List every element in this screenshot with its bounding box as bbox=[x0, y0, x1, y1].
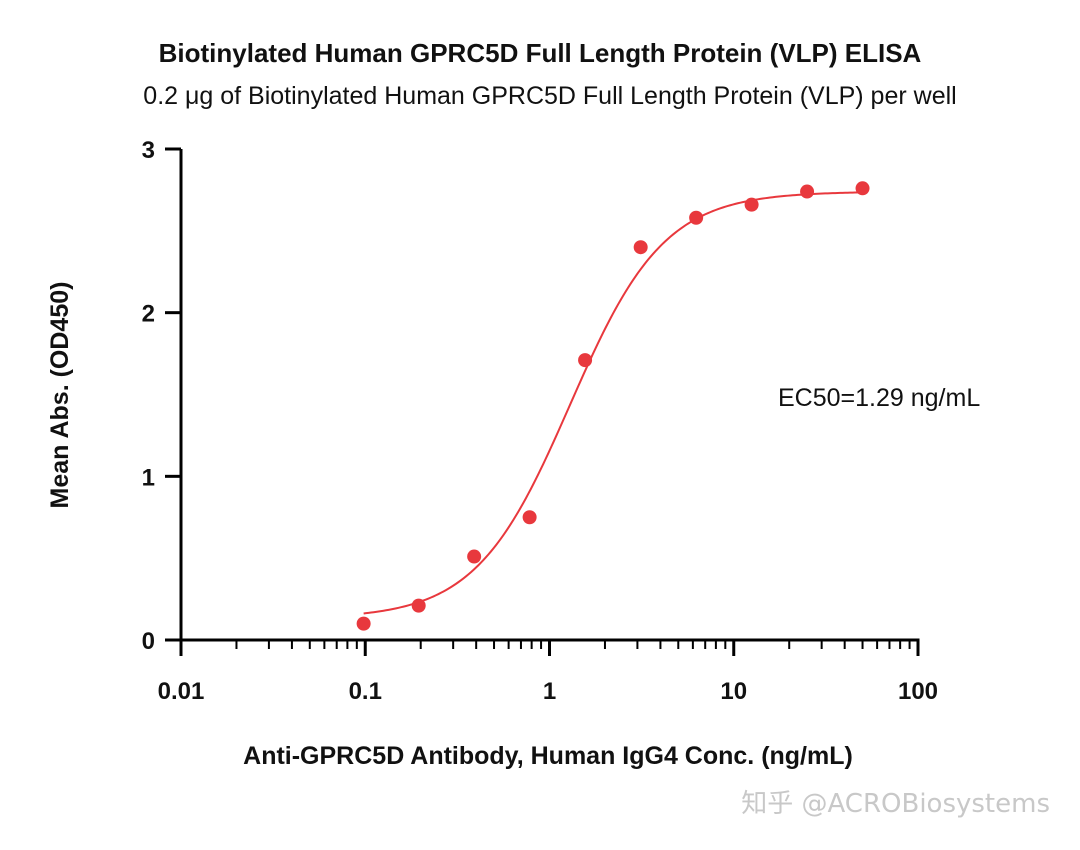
chart-title: Biotinylated Human GPRC5D Full Length Pr… bbox=[158, 38, 922, 68]
ec50-annotation: EC50=1.29 ng/mL bbox=[778, 384, 980, 412]
data-point bbox=[467, 549, 482, 564]
x-tick-label: 1 bbox=[543, 678, 556, 705]
data-point bbox=[522, 510, 537, 525]
watermark: 知乎 @ACROBiosystems bbox=[741, 789, 1050, 819]
x-tick-labels: 0.01 0.1 1 10 100 bbox=[158, 678, 938, 705]
data-point bbox=[855, 181, 870, 196]
data-point bbox=[411, 598, 426, 613]
y-tick-label: 3 bbox=[142, 137, 155, 164]
x-axis-title: Anti-GPRC5D Antibody, Human IgG4 Conc. (… bbox=[243, 742, 853, 770]
y-tick-label: 0 bbox=[142, 628, 155, 655]
y-axis-title: Mean Abs. (OD450) bbox=[46, 282, 74, 509]
data-points bbox=[356, 181, 870, 631]
data-point bbox=[356, 616, 371, 631]
x-tick-label: 10 bbox=[720, 678, 747, 705]
chart-subtitle: 0.2 μg of Biotinylated Human GPRC5D Full… bbox=[143, 82, 957, 110]
axes bbox=[165, 147, 920, 656]
fit-curve bbox=[363, 191, 863, 615]
y-tick-label: 1 bbox=[142, 464, 155, 491]
data-point bbox=[744, 197, 759, 212]
data-point bbox=[800, 184, 815, 199]
y-tick-label: 2 bbox=[142, 301, 155, 328]
x-tick-label: 0.01 bbox=[158, 678, 205, 705]
x-tick-label: 100 bbox=[898, 678, 938, 705]
data-point bbox=[689, 210, 704, 225]
data-point bbox=[578, 353, 593, 368]
data-point bbox=[633, 240, 648, 255]
x-tick-label: 0.1 bbox=[349, 678, 382, 705]
y-tick-labels: 0 1 2 3 bbox=[142, 137, 155, 655]
